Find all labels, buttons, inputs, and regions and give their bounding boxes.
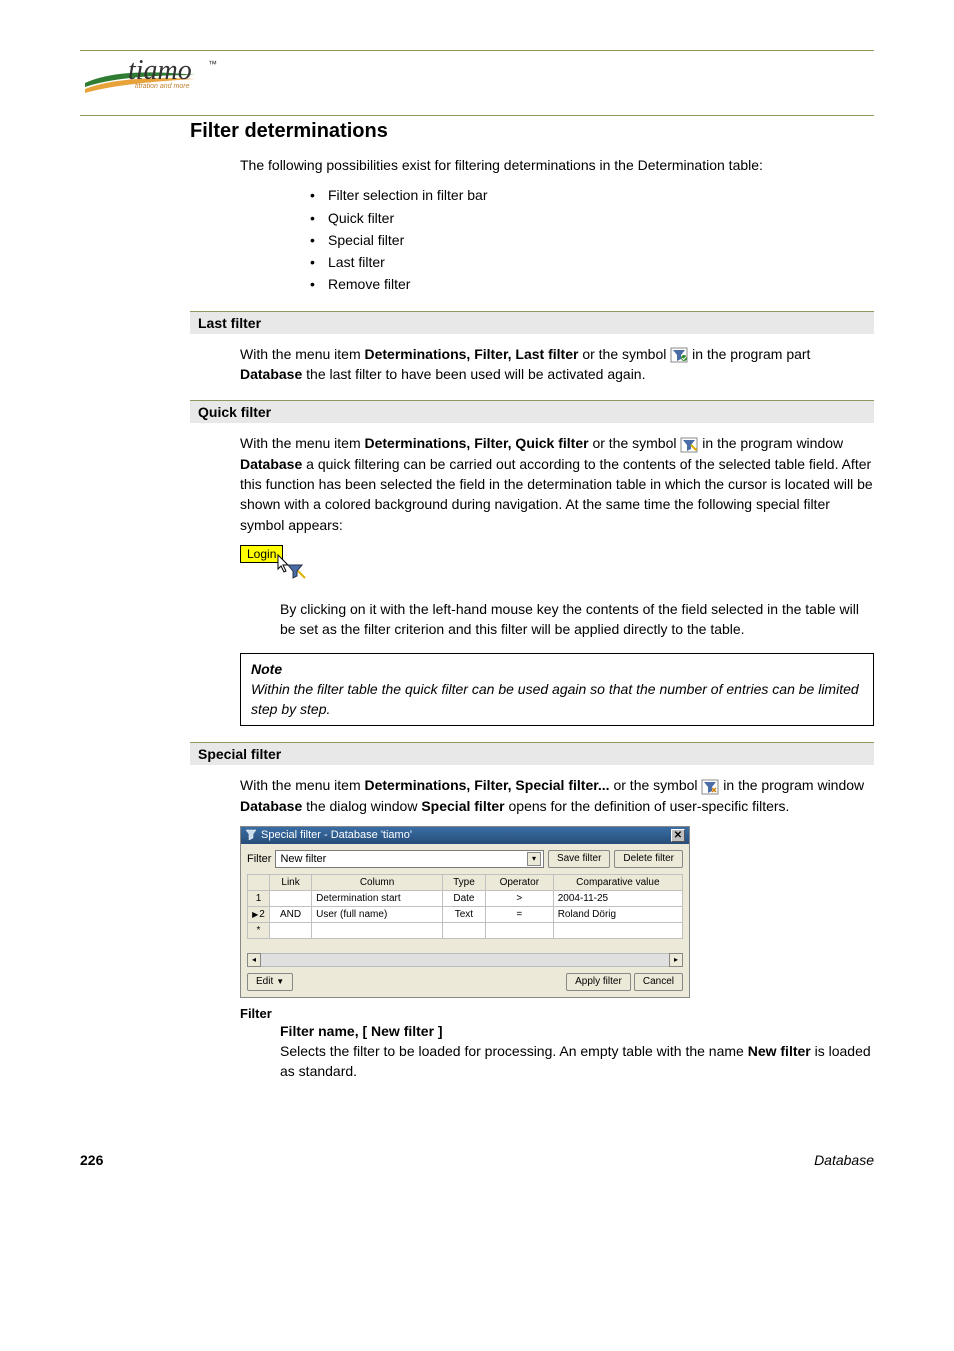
col-rownum (248, 874, 270, 890)
col-column: Column (312, 874, 443, 890)
footer-section: Database (814, 1152, 874, 1168)
special-filter-icon (701, 779, 719, 795)
page-title: Filter determinations (190, 120, 874, 143)
col-type: Type (442, 874, 485, 890)
filter-field-desc: Filter name, [ New filter ] Selects the … (280, 1021, 874, 1082)
apply-filter-button[interactable]: Apply filter (566, 973, 631, 991)
subheading-quick-filter: Quick filter (190, 400, 874, 423)
special-filter-text: With the menu item Determinations, Filte… (240, 775, 874, 816)
logo-tm: ™ (208, 59, 217, 69)
list-item: Remove filter (310, 274, 874, 294)
col-compvalue: Comparative value (553, 874, 682, 890)
list-item: Last filter (310, 252, 874, 272)
top-rule (80, 50, 874, 51)
horizontal-scrollbar[interactable]: ◂ ▸ (247, 953, 683, 967)
quick-filter-click-text: By clicking on it with the left-hand mou… (280, 599, 874, 640)
subheading-special-filter: Special filter (190, 742, 874, 765)
cancel-button[interactable]: Cancel (634, 973, 683, 991)
dialog-title: Special filter - Database 'tiamo' (261, 829, 412, 841)
dialog-title-icon (245, 829, 257, 841)
special-filter-dialog: Special filter - Database 'tiamo' ✕ Filt… (240, 826, 690, 998)
dialog-titlebar: Special filter - Database 'tiamo' ✕ (241, 827, 689, 844)
chevron-down-icon: ▼ (276, 977, 284, 986)
filter-label: Filter (247, 853, 271, 865)
cursor-with-filter-icon (276, 553, 310, 583)
list-item: Special filter (310, 230, 874, 250)
table-row[interactable]: 2 AND User (full name) Text = Roland Dör… (248, 906, 683, 922)
logo: tiamo ™ titration and more (80, 57, 874, 107)
menu-path: Determinations, Filter, Special filter..… (365, 777, 610, 793)
quick-filter-symbol: Login (240, 545, 874, 585)
quick-filter-icon (680, 437, 698, 453)
subheading-last-filter: Last filter (190, 311, 874, 334)
note-body: Within the filter table the quick filter… (251, 680, 863, 719)
dialog-body: Filter New filter ▾ Save filter Delete f… (241, 844, 689, 997)
scroll-left-icon[interactable]: ◂ (247, 953, 261, 967)
menu-path: Determinations, Filter, Quick filter (365, 435, 589, 451)
scroll-right-icon[interactable]: ▸ (669, 953, 683, 967)
filter-combo[interactable]: New filter ▾ (275, 850, 544, 868)
close-icon[interactable]: ✕ (671, 829, 685, 842)
col-link: Link (270, 874, 312, 890)
filter-name-label: Filter name, [ New filter ] (280, 1021, 874, 1041)
col-operator: Operator (485, 874, 553, 890)
menu-path: Determinations, Filter, Last filter (365, 346, 579, 362)
filter-combo-value: New filter (280, 853, 326, 865)
bullet-list: Filter selection in filter bar Quick fil… (240, 185, 874, 294)
intro-block: The following possibilities exist for fi… (240, 155, 874, 295)
scroll-track[interactable] (261, 953, 669, 967)
save-filter-button[interactable]: Save filter (548, 850, 610, 868)
page-footer: 226 Database (80, 1152, 874, 1168)
list-item: Quick filter (310, 208, 874, 228)
table-header-row: Link Column Type Operator Comparative va… (248, 874, 683, 890)
table-row[interactable]: 1 Determination start Date > 2004-11-25 (248, 890, 683, 906)
intro-text: The following possibilities exist for fi… (240, 155, 874, 175)
filter-field-label: Filter (240, 1006, 874, 1021)
last-filter-text: With the menu item Determinations, Filte… (240, 344, 874, 385)
page-number: 226 (80, 1152, 103, 1168)
filter-table: Link Column Type Operator Comparative va… (247, 874, 683, 939)
last-filter-icon (670, 347, 688, 363)
edit-button[interactable]: Edit▼ (247, 973, 293, 991)
note-box: Note Within the filter table the quick f… (240, 653, 874, 726)
list-item: Filter selection in filter bar (310, 185, 874, 205)
dialog-bottom-row: Edit▼ Apply filter Cancel (247, 973, 683, 991)
quick-filter-text: With the menu item Determinations, Filte… (240, 433, 874, 534)
chevron-down-icon[interactable]: ▾ (527, 852, 541, 866)
filter-selector-row: Filter New filter ▾ Save filter Delete f… (247, 850, 683, 868)
note-title: Note (251, 660, 863, 680)
page: tiamo ™ titration and more Filter determ… (0, 0, 954, 1208)
logo-subtitle: titration and more (135, 83, 189, 90)
table-row[interactable]: * (248, 922, 683, 938)
delete-filter-button[interactable]: Delete filter (614, 850, 683, 868)
h1-rule (80, 115, 874, 116)
